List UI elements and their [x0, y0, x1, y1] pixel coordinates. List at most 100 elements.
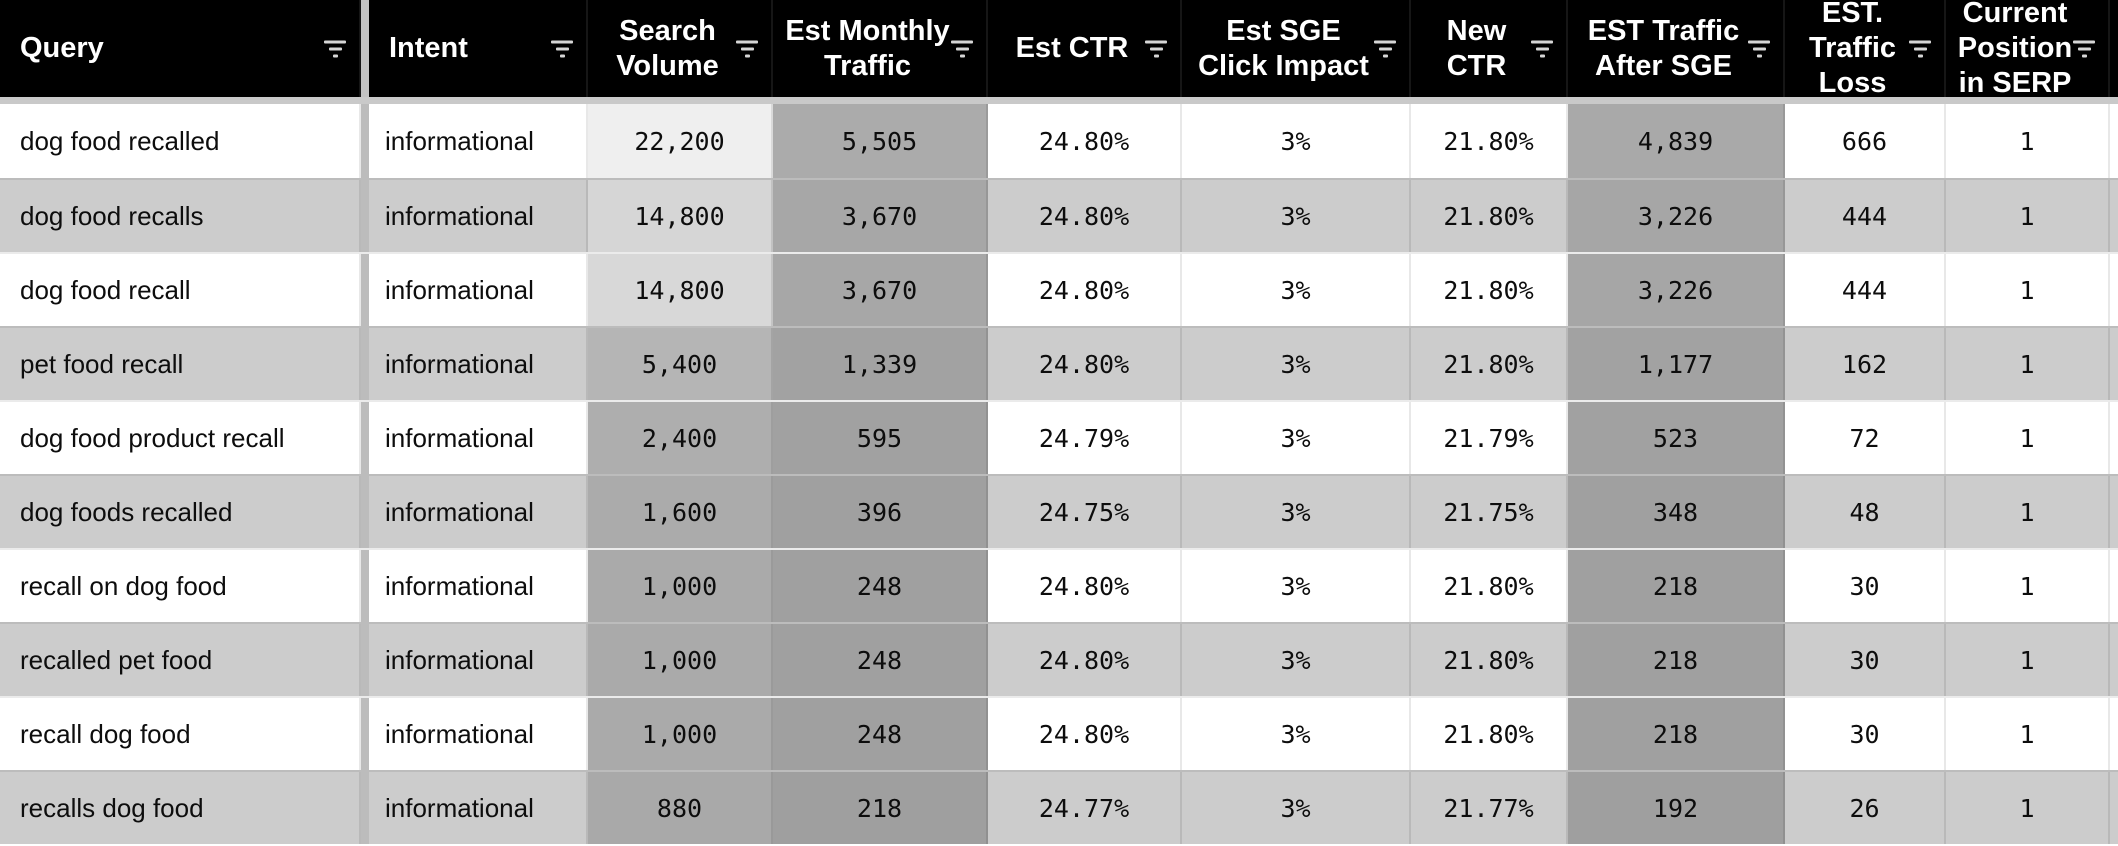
cell-search-volume[interactable]: 2,400 [588, 402, 773, 474]
cell-current-position-in-serp[interactable]: 1 [1946, 104, 2110, 178]
column-header-intent[interactable]: Intent [369, 0, 588, 97]
cell-est-ctr[interactable]: 24.80% [988, 698, 1182, 770]
cell-est-traffic-loss[interactable]: 30 [1785, 550, 1946, 622]
column-header-search-volume[interactable]: Search Volume [588, 0, 773, 97]
cell-query[interactable]: dog foods recalled [0, 476, 361, 548]
cell-intent[interactable]: informational [369, 104, 588, 178]
cell-est-ctr[interactable]: 24.80% [988, 104, 1182, 178]
cell-new-ctr[interactable]: 21.80% [1411, 624, 1568, 696]
cell-est-sge-click-impact[interactable]: 3% [1182, 698, 1411, 770]
cell-new-ctr[interactable]: 21.75% [1411, 476, 1568, 548]
cell-est-traffic-after-sge[interactable]: 3,226 [1568, 180, 1785, 252]
filter-icon[interactable] [1530, 40, 1554, 57]
cell-est-traffic-after-sge[interactable]: 192 [1568, 772, 1785, 844]
filter-icon[interactable] [1908, 40, 1932, 57]
cell-current-position-in-serp[interactable]: 1 [1946, 402, 2110, 474]
cell-intent[interactable]: informational [369, 698, 588, 770]
cell-query[interactable]: dog food recalls [0, 180, 361, 252]
cell-search-volume[interactable]: 1,600 [588, 476, 773, 548]
cell-est-traffic-loss[interactable]: 30 [1785, 624, 1946, 696]
cell-query[interactable]: recalls dog food [0, 772, 361, 844]
cell-query[interactable]: pet food recall [0, 328, 361, 400]
cell-current-position-in-serp[interactable]: 1 [1946, 328, 2110, 400]
cell-est-sge-click-impact[interactable]: 3% [1182, 624, 1411, 696]
cell-est-monthly-traffic[interactable]: 3,670 [773, 254, 988, 326]
cell-est-monthly-traffic[interactable]: 218 [773, 772, 988, 844]
cell-query[interactable]: recall dog food [0, 698, 361, 770]
cell-new-ctr[interactable]: 21.79% [1411, 402, 1568, 474]
cell-current-position-in-serp[interactable]: 1 [1946, 254, 2110, 326]
filter-icon[interactable] [735, 40, 759, 57]
cell-search-volume[interactable]: 1,000 [588, 550, 773, 622]
filter-icon[interactable] [550, 40, 574, 57]
cell-est-monthly-traffic[interactable]: 248 [773, 550, 988, 622]
cell-current-position-in-serp[interactable]: 1 [1946, 698, 2110, 770]
cell-est-traffic-after-sge[interactable]: 218 [1568, 550, 1785, 622]
cell-est-monthly-traffic[interactable]: 248 [773, 698, 988, 770]
column-header-est-sge-click-impact[interactable]: Est SGE Click Impact [1182, 0, 1411, 97]
cell-search-volume[interactable]: 880 [588, 772, 773, 844]
cell-intent[interactable]: informational [369, 550, 588, 622]
cell-est-traffic-after-sge[interactable]: 348 [1568, 476, 1785, 548]
cell-est-sge-click-impact[interactable]: 3% [1182, 180, 1411, 252]
cell-new-ctr[interactable]: 21.77% [1411, 772, 1568, 844]
cell-current-position-in-serp[interactable]: 1 [1946, 550, 2110, 622]
cell-search-volume[interactable]: 14,800 [588, 180, 773, 252]
cell-est-sge-click-impact[interactable]: 3% [1182, 328, 1411, 400]
cell-est-traffic-loss[interactable]: 26 [1785, 772, 1946, 844]
cell-current-position-in-serp[interactable]: 1 [1946, 476, 2110, 548]
cell-est-ctr[interactable]: 24.80% [988, 328, 1182, 400]
cell-search-volume[interactable]: 14,800 [588, 254, 773, 326]
cell-query[interactable]: dog food recalled [0, 104, 361, 178]
cell-new-ctr[interactable]: 21.80% [1411, 104, 1568, 178]
cell-est-monthly-traffic[interactable]: 5,505 [773, 104, 988, 178]
cell-est-traffic-loss[interactable]: 444 [1785, 180, 1946, 252]
cell-est-ctr[interactable]: 24.80% [988, 180, 1182, 252]
cell-est-traffic-loss[interactable]: 444 [1785, 254, 1946, 326]
cell-search-volume[interactable]: 5,400 [588, 328, 773, 400]
cell-est-traffic-after-sge[interactable]: 218 [1568, 624, 1785, 696]
cell-search-volume[interactable]: 1,000 [588, 624, 773, 696]
cell-est-traffic-after-sge[interactable]: 1,177 [1568, 328, 1785, 400]
cell-new-ctr[interactable]: 21.80% [1411, 550, 1568, 622]
cell-query[interactable]: recalled pet food [0, 624, 361, 696]
cell-est-traffic-after-sge[interactable]: 523 [1568, 402, 1785, 474]
cell-intent[interactable]: informational [369, 624, 588, 696]
cell-est-monthly-traffic[interactable]: 248 [773, 624, 988, 696]
cell-new-ctr[interactable]: 21.80% [1411, 328, 1568, 400]
column-header-est-traffic-loss[interactable]: EST. Traffic Loss [1785, 0, 1946, 99]
cell-est-ctr[interactable]: 24.75% [988, 476, 1182, 548]
cell-new-ctr[interactable]: 21.80% [1411, 180, 1568, 252]
cell-est-ctr[interactable]: 24.80% [988, 550, 1182, 622]
cell-intent[interactable]: informational [369, 328, 588, 400]
cell-new-ctr[interactable]: 21.80% [1411, 254, 1568, 326]
cell-current-position-in-serp[interactable]: 1 [1946, 180, 2110, 252]
cell-est-sge-click-impact[interactable]: 3% [1182, 254, 1411, 326]
cell-intent[interactable]: informational [369, 476, 588, 548]
filter-icon[interactable] [323, 40, 347, 57]
cell-query[interactable]: dog food recall [0, 254, 361, 326]
filter-icon[interactable] [1144, 40, 1168, 57]
filter-icon[interactable] [1747, 40, 1771, 57]
cell-est-sge-click-impact[interactable]: 3% [1182, 550, 1411, 622]
cell-est-monthly-traffic[interactable]: 1,339 [773, 328, 988, 400]
column-header-current-position-in-serp[interactable]: Current Position in SERP [1946, 0, 2110, 99]
cell-est-ctr[interactable]: 24.80% [988, 624, 1182, 696]
cell-intent[interactable]: informational [369, 402, 588, 474]
cell-new-ctr[interactable]: 21.80% [1411, 698, 1568, 770]
cell-current-position-in-serp[interactable]: 1 [1946, 772, 2110, 844]
cell-est-monthly-traffic[interactable]: 595 [773, 402, 988, 474]
cell-intent[interactable]: informational [369, 180, 588, 252]
cell-est-ctr[interactable]: 24.79% [988, 402, 1182, 474]
cell-est-traffic-loss[interactable]: 30 [1785, 698, 1946, 770]
cell-est-monthly-traffic[interactable]: 3,670 [773, 180, 988, 252]
column-header-est-ctr[interactable]: Est CTR [988, 0, 1182, 97]
filter-icon[interactable] [1373, 40, 1397, 57]
cell-est-traffic-loss[interactable]: 666 [1785, 104, 1946, 178]
cell-query[interactable]: recall on dog food [0, 550, 361, 622]
cell-est-sge-click-impact[interactable]: 3% [1182, 772, 1411, 844]
cell-est-traffic-loss[interactable]: 162 [1785, 328, 1946, 400]
cell-est-ctr[interactable]: 24.77% [988, 772, 1182, 844]
cell-intent[interactable]: informational [369, 254, 588, 326]
cell-est-sge-click-impact[interactable]: 3% [1182, 104, 1411, 178]
